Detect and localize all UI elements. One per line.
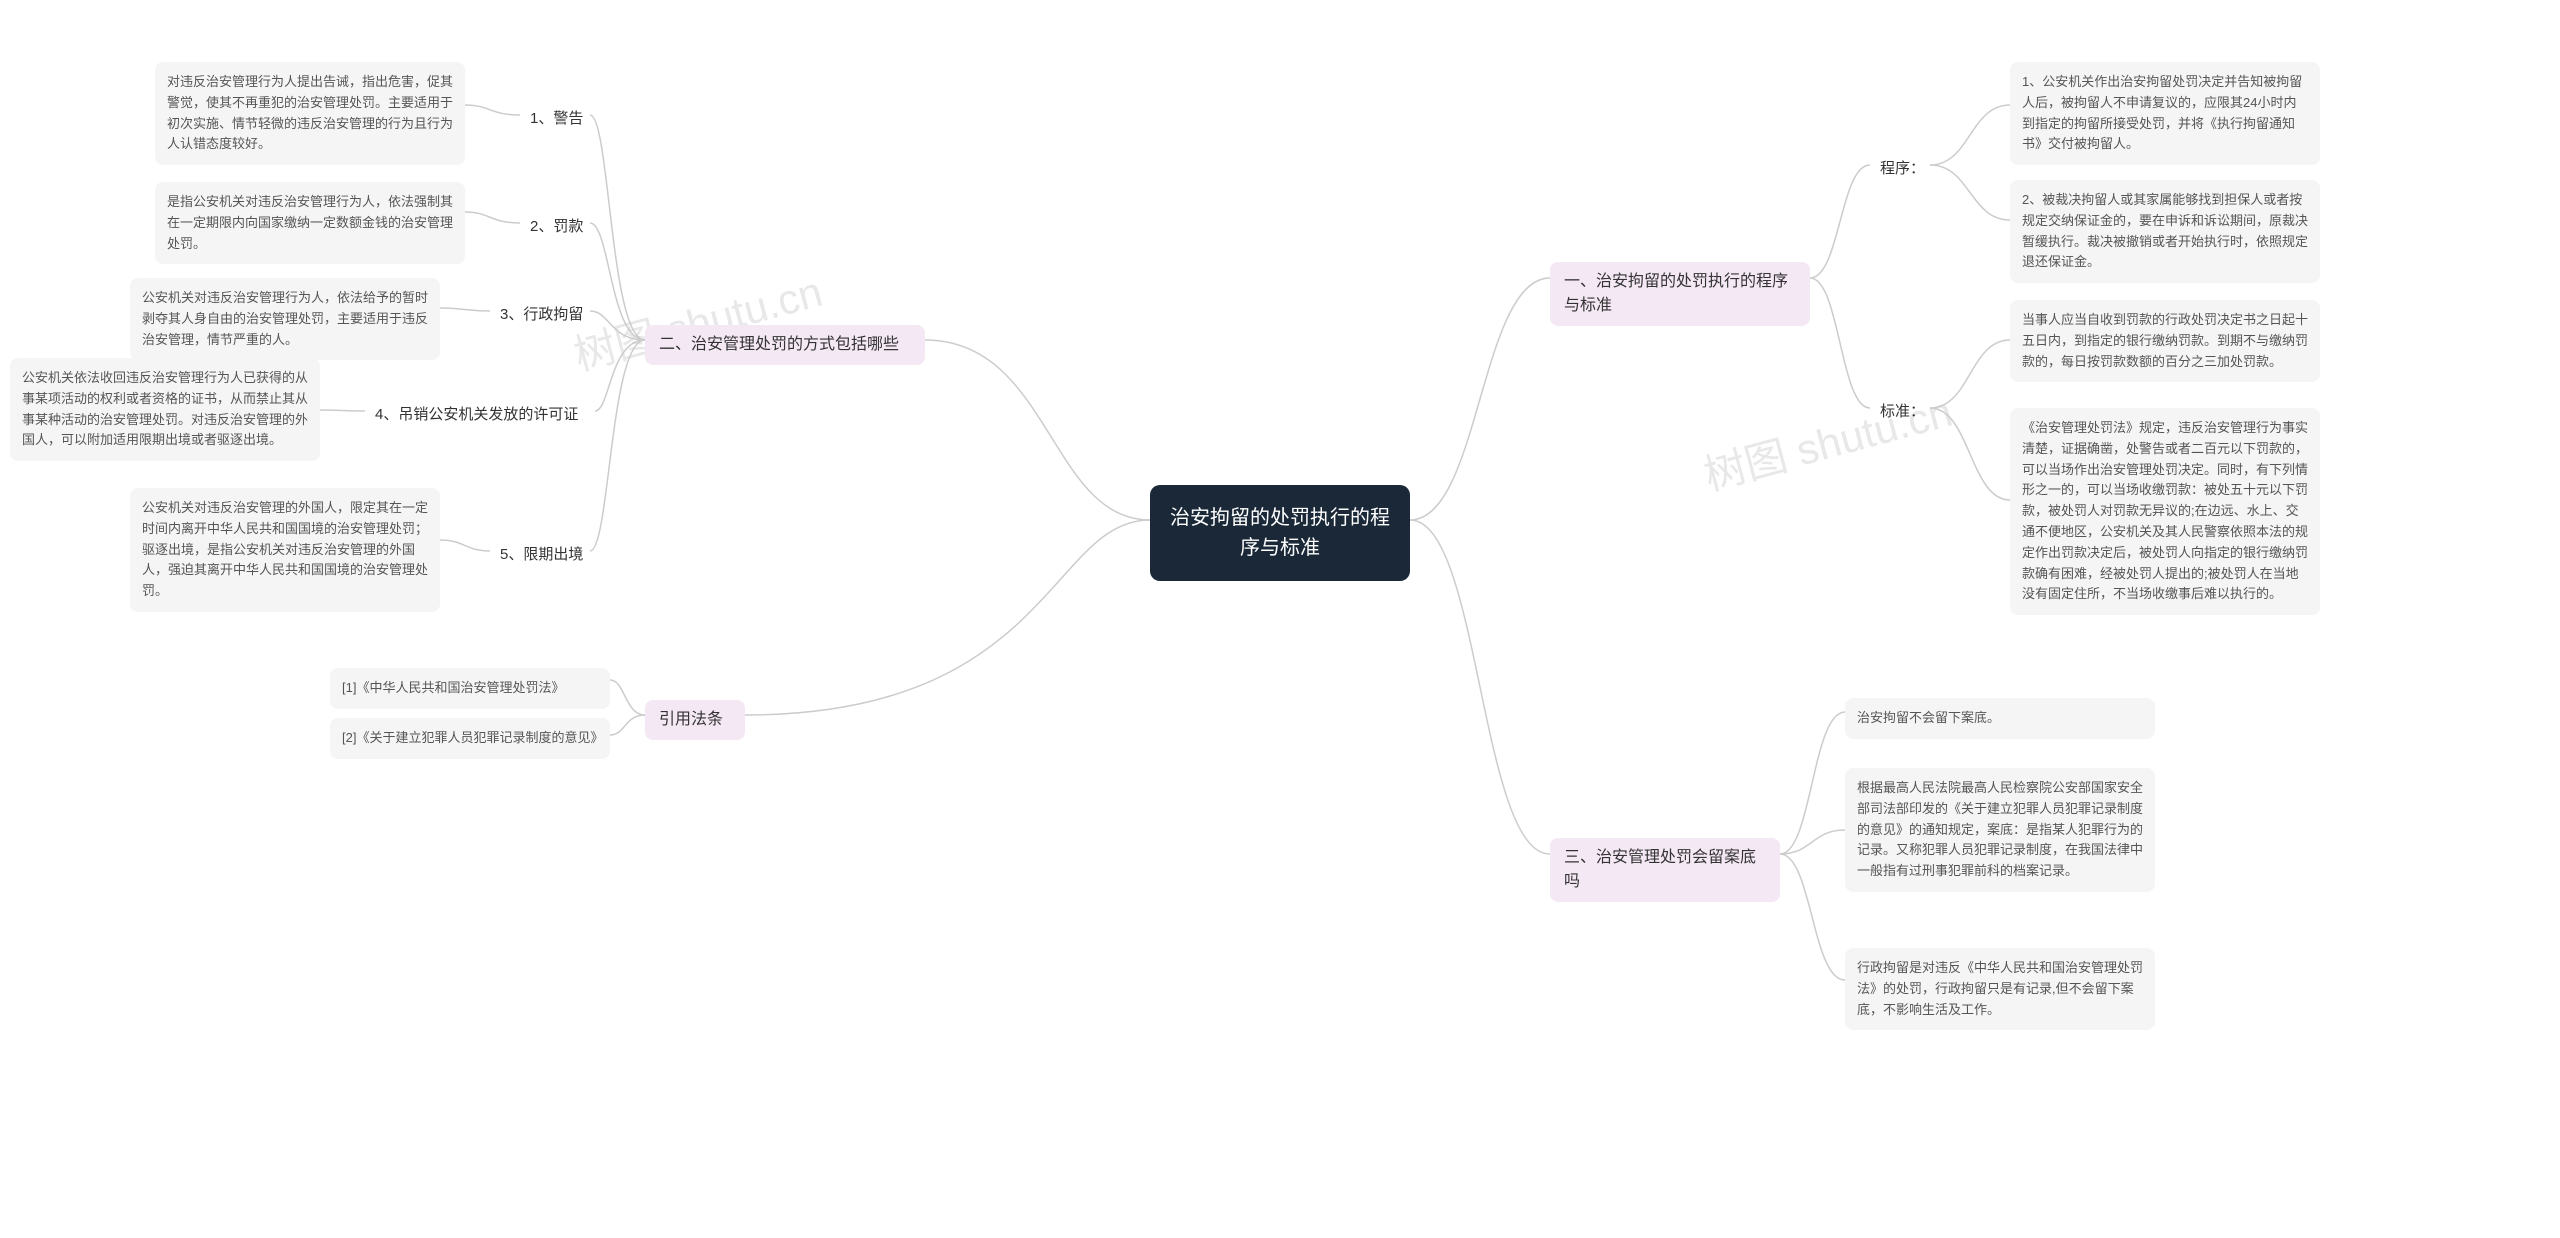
branch-right-2[interactable]: 三、治安管理处罚会留案底吗 <box>1550 838 1780 902</box>
leaf-standard-1: 当事人应当自收到罚款的行政处罚决定书之日起十五日内，到指定的银行缴纳罚款。到期不… <box>2010 300 2320 382</box>
leaf-record-1: 治安拘留不会留下案底。 <box>1845 698 2155 739</box>
leaf-procedure-2: 2、被裁决拘留人或其家属能够找到担保人或者按规定交纳保证金的，要在申诉和诉讼期间… <box>2010 180 2320 283</box>
branch-left-2[interactable]: 引用法条 <box>645 700 745 740</box>
leaf-law-2: [2]《关于建立犯罪人员犯罪记录制度的意见》 <box>330 718 610 759</box>
center-node[interactable]: 治安拘留的处罚执行的程序与标准 <box>1150 485 1410 581</box>
sub-warning[interactable]: 1、警告 <box>520 102 593 137</box>
sub-revoke[interactable]: 4、吊销公安机关发放的许可证 <box>365 398 588 433</box>
sub-fine[interactable]: 2、罚款 <box>520 210 593 245</box>
branch-right-1[interactable]: 一、治安拘留的处罚执行的程序与标准 <box>1550 262 1810 326</box>
sub-procedure[interactable]: 程序： <box>1870 152 1935 187</box>
leaf-record-2: 根据最高人民法院最高人民检察院公安部国家安全部司法部印发的《关于建立犯罪人员犯罪… <box>1845 768 2155 892</box>
sub-detention[interactable]: 3、行政拘留 <box>490 298 593 333</box>
leaf-law-1: [1]《中华人民共和国治安管理处罚法》 <box>330 668 610 709</box>
leaf-fine: 是指公安机关对违反治安管理行为人，依法强制其在一定期限内向国家缴纳一定数额金钱的… <box>155 182 465 264</box>
leaf-standard-2: 《治安管理处罚法》规定，违反治安管理行为事实清楚，证据确凿，处警告或者二百元以下… <box>2010 408 2320 615</box>
leaf-warning: 对违反治安管理行为人提出告诫，指出危害，促其警觉，使其不再重犯的治安管理处罚。主… <box>155 62 465 165</box>
sub-departure[interactable]: 5、限期出境 <box>490 538 593 573</box>
leaf-record-3: 行政拘留是对违反《中华人民共和国治安管理处罚法》的处罚，行政拘留只是有记录,但不… <box>1845 948 2155 1030</box>
leaf-revoke: 公安机关依法收回违反治安管理行为人已获得的从事某项活动的权利或者资格的证书，从而… <box>10 358 320 461</box>
sub-standard[interactable]: 标准： <box>1870 395 1935 430</box>
leaf-procedure-1: 1、公安机关作出治安拘留处罚决定并告知被拘留人后，被拘留人不申请复议的，应限其2… <box>2010 62 2320 165</box>
leaf-departure: 公安机关对违反治安管理的外国人，限定其在一定时间内离开中华人民共和国国境的治安管… <box>130 488 440 612</box>
branch-left-1[interactable]: 二、治安管理处罚的方式包括哪些 <box>645 325 925 365</box>
leaf-detention: 公安机关对违反治安管理行为人，依法给予的暂时剥夺其人身自由的治安管理处罚，主要适… <box>130 278 440 360</box>
